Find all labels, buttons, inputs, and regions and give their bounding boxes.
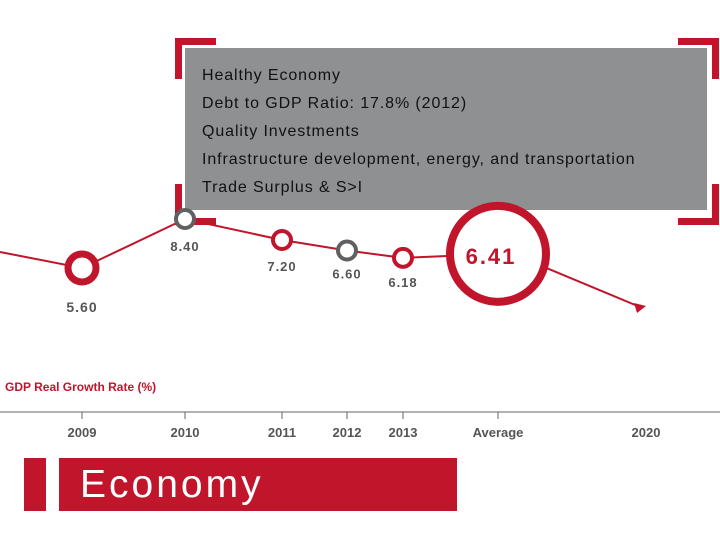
info-line: Infrastructure development, energy, and … <box>202 151 636 168</box>
data-value-label: 7.20 <box>267 259 296 274</box>
x-tick-label: 2009 <box>68 425 97 440</box>
bracket-bottom-right <box>678 184 719 225</box>
info-line: Trade Surplus & S>I <box>202 179 364 196</box>
x-tick-label: 2013 <box>389 425 418 440</box>
info-box <box>185 48 707 210</box>
data-point-marker <box>64 250 100 286</box>
info-line: Quality Investments <box>202 123 360 140</box>
gdp-growth-chart: 2009 2010 2011 2012 2013 Average 2020 5.60 8.40 7… <box>0 201 720 440</box>
average-value-label: 6.41 <box>466 244 517 269</box>
x-tick-label: 2012 <box>333 425 362 440</box>
info-lines: Healthy Economy Debt to GDP Ratio: 17.8%… <box>202 62 635 202</box>
x-tick-label: 2020 <box>632 425 661 440</box>
info-line: Debt to GDP Ratio: 17.8% (2012) <box>202 95 468 112</box>
footer-title-bar <box>59 458 457 511</box>
x-tick-label: 2010 <box>171 425 200 440</box>
projection-line <box>545 266 641 308</box>
bracket-top-left <box>175 38 216 79</box>
data-point-marker <box>271 229 293 251</box>
x-tick-label: 2011 <box>268 425 296 440</box>
data-value-label: 6.60 <box>332 267 361 282</box>
data-point-marker <box>174 208 196 230</box>
series-name-label: GDP Real Growth Rate (%) <box>5 380 156 394</box>
data-point-marker <box>446 201 550 306</box>
data-value-label: 6.18 <box>388 275 417 290</box>
x-tick-label: Average <box>473 425 524 440</box>
bracket-top-right <box>678 38 719 79</box>
footer-accent-bar <box>24 458 46 511</box>
info-line: Healthy Economy <box>202 67 341 84</box>
data-value-label: 8.40 <box>170 239 199 254</box>
data-value-label: 5.60 <box>66 299 97 315</box>
data-point-marker <box>392 246 414 269</box>
footer-title: Economy <box>80 463 264 506</box>
projection-arrowhead <box>634 303 646 313</box>
data-point-marker <box>336 239 358 262</box>
